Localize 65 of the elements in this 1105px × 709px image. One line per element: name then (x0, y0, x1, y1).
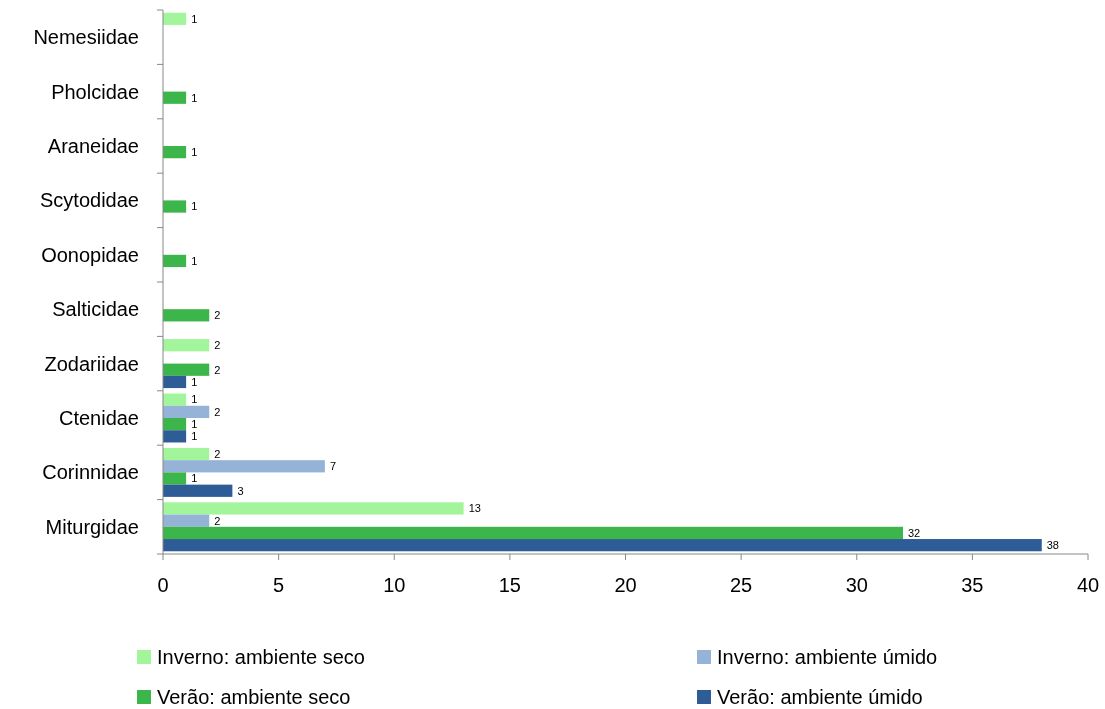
bar (163, 460, 325, 473)
bar (163, 393, 187, 406)
bar (163, 375, 187, 389)
y-tick-label: Pholcidae (51, 80, 139, 103)
data-label: 1 (191, 91, 198, 104)
data-label: 2 (214, 405, 221, 418)
data-label: 1 (191, 417, 198, 430)
bar (163, 339, 210, 352)
y-tick-label: Corinnidae (42, 461, 139, 484)
x-tick-label: 10 (383, 574, 406, 596)
data-label: 13 (468, 502, 481, 515)
data-label: 2 (214, 363, 221, 376)
y-tick-label: Scytodidae (40, 189, 139, 212)
y-tick-label: Nemesiidae (33, 26, 139, 49)
data-label: 2 (214, 339, 221, 352)
y-tick-label: Oonopidae (41, 243, 139, 266)
bar (163, 526, 903, 540)
x-tick-label: 20 (614, 574, 637, 596)
data-label: 1 (191, 430, 198, 443)
x-tick-label: 5 (273, 574, 285, 596)
data-label: 1 (191, 145, 198, 158)
bar (163, 484, 233, 497)
bar (163, 472, 187, 485)
bar (163, 539, 1042, 552)
data-label: 1 (191, 472, 198, 485)
data-label: 7 (329, 460, 336, 473)
bar (163, 91, 187, 104)
bar (163, 514, 210, 527)
x-tick-label: 15 (498, 574, 521, 596)
data-label: 1 (191, 12, 198, 25)
legend-label: Inverno: ambiente úmido (717, 646, 938, 668)
bar (163, 200, 187, 213)
legend-label: Verão: ambiente seco (157, 686, 351, 708)
data-label: 2 (214, 514, 221, 527)
data-label: 1 (191, 375, 198, 388)
bar (163, 12, 187, 25)
x-tick-label: 35 (961, 574, 984, 596)
x-tick-label: 40 (1076, 574, 1100, 596)
x-tick-label: 0 (157, 574, 169, 596)
bar (163, 146, 187, 159)
data-label: 32 (908, 526, 921, 539)
bar (163, 430, 187, 443)
legend-label: Verão: ambiente úmido (717, 686, 923, 708)
data-label: 1 (191, 393, 198, 406)
y-tick-label: Miturgidae (45, 515, 139, 538)
y-tick-label: Araneidae (47, 135, 139, 157)
y-tick-label: Zodariidae (44, 352, 139, 375)
data-label: 1 (191, 200, 198, 213)
bar (163, 405, 210, 418)
bar (163, 309, 210, 322)
data-label: 3 (237, 484, 244, 497)
bar (163, 363, 210, 376)
y-tick-label: Salticidae (52, 298, 139, 321)
bar (163, 418, 187, 431)
x-tick-label: 25 (730, 574, 753, 596)
data-label: 2 (214, 447, 221, 460)
data-label: 1 (191, 254, 198, 267)
x-tick-label: 30 (845, 574, 868, 596)
bar (163, 502, 464, 515)
y-tick-label: Ctenidae (58, 407, 139, 429)
data-label: 38 (1046, 539, 1059, 552)
data-label: 2 (214, 309, 221, 322)
legend-label: Inverno: ambiente seco (157, 646, 365, 668)
bar (163, 447, 210, 461)
bar (163, 254, 187, 268)
